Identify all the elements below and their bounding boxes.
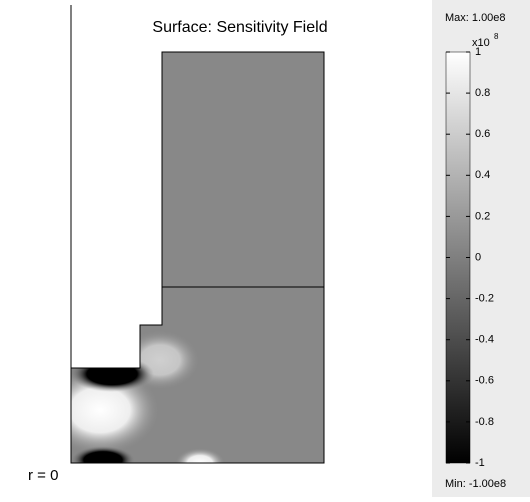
max-label: Max: 1.00e8 bbox=[445, 12, 506, 24]
tick-label: -0.6 bbox=[475, 375, 494, 387]
tick-label: 0.8 bbox=[475, 87, 490, 99]
tick-label: -0.2 bbox=[475, 293, 494, 305]
tick-label: -1 bbox=[475, 457, 485, 469]
surface-field bbox=[71, 52, 324, 463]
multiplier-exponent: 8 bbox=[494, 32, 499, 41]
domain-outline bbox=[70, 51, 325, 464]
axis-label: r = 0 bbox=[28, 467, 58, 484]
tick-label: 1 bbox=[475, 46, 481, 58]
min-label: Min: -1.00e8 bbox=[445, 478, 506, 490]
tick-label: 0.4 bbox=[475, 169, 490, 181]
tick-label: 0.6 bbox=[475, 128, 490, 140]
tick-label: -0.4 bbox=[475, 334, 494, 346]
tick-label: 0.2 bbox=[475, 210, 490, 222]
chart-title: Surface: Sensitivity Field bbox=[152, 19, 327, 36]
multiplier-label: x10 bbox=[472, 37, 490, 49]
tick-label: 0 bbox=[475, 251, 481, 263]
tick-label: -0.8 bbox=[475, 416, 494, 428]
